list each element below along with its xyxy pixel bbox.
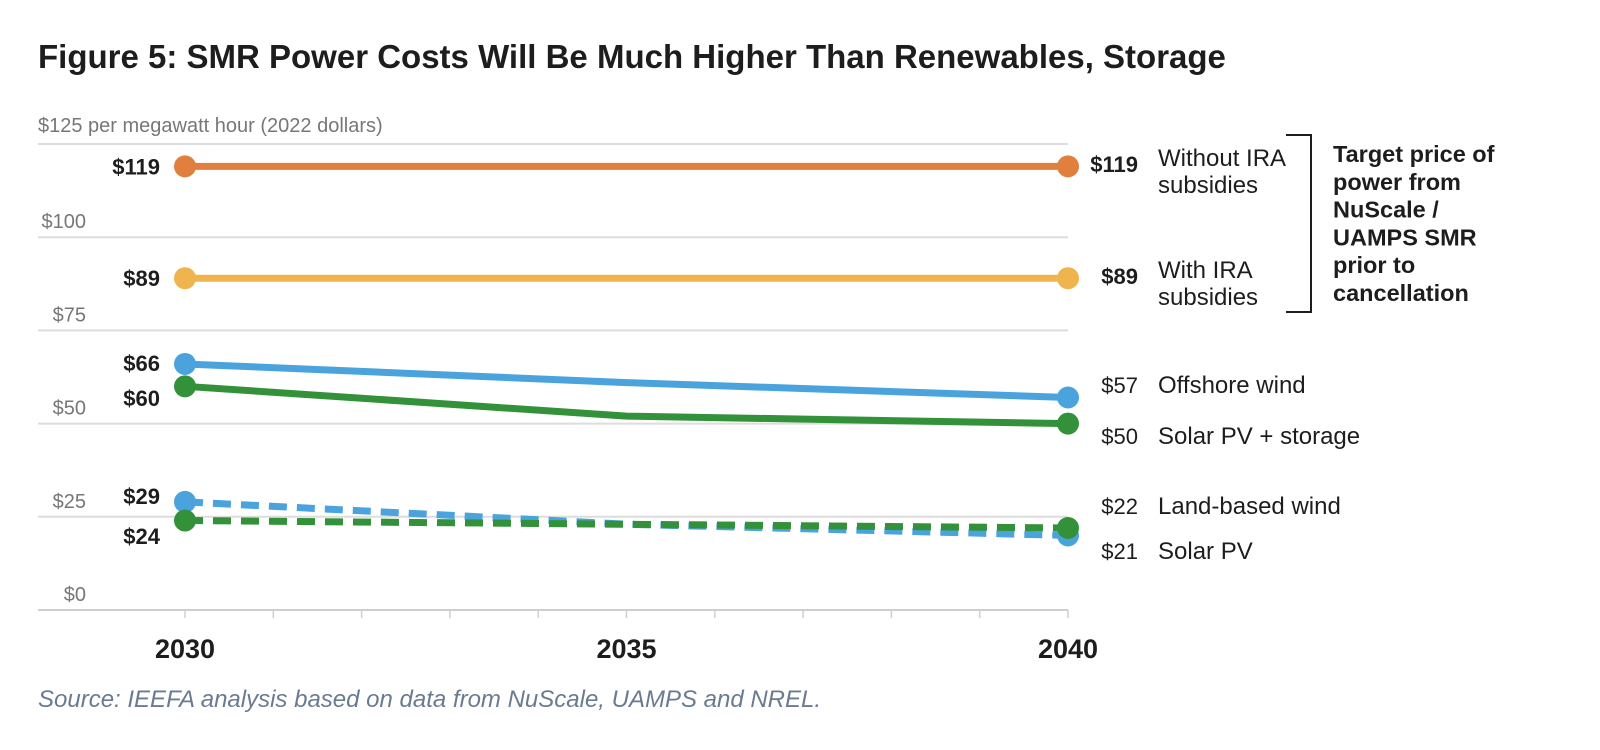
series-name-label: Land-based wind [1158, 493, 1341, 520]
annotation-text: UAMPS SMR [1333, 224, 1477, 250]
data-point [1057, 386, 1079, 409]
annotation-text: Target price of [1333, 141, 1495, 167]
data-label: $21 [1101, 539, 1138, 564]
series-name-label: Without IRA [1158, 145, 1286, 172]
data-point [174, 490, 196, 513]
data-label: $66 [123, 351, 160, 376]
data-label: $119 [1090, 152, 1138, 177]
chart-title: Figure 5: SMR Power Costs Will Be Much H… [38, 38, 1226, 75]
data-point [1057, 516, 1079, 539]
annotation-text: prior to [1333, 252, 1415, 278]
series-name-label: subsidies [1158, 284, 1258, 311]
y-tick-label: $25 [53, 491, 86, 513]
data-point [174, 155, 196, 178]
annotation-text: power from [1333, 169, 1461, 195]
data-point [174, 352, 196, 375]
series-line [184, 498, 1069, 539]
x-tick-label: 2035 [596, 634, 656, 664]
data-label: $29 [123, 484, 160, 509]
data-point [1057, 155, 1079, 178]
y-unit-label: $125 per megawatt hour (2022 dollars) [38, 115, 383, 137]
source-note: Source: IEEFA analysis based on data fro… [38, 686, 822, 713]
series-name-label: Offshore wind [1158, 372, 1306, 399]
y-axis: $125 per megawatt hour (2022 dollars) $10… [38, 115, 383, 606]
x-tick-label: 2030 [155, 634, 215, 664]
data-point [1057, 412, 1079, 435]
series-name-label: Solar PV [1158, 538, 1253, 565]
annotation-text: cancellation [1333, 280, 1469, 306]
y-tick-label: $50 [53, 398, 86, 420]
series-name-label: With IRA [1158, 257, 1253, 284]
data-label: $22 [1101, 494, 1138, 519]
series-name-label: subsidies [1158, 172, 1258, 199]
series-lines [174, 155, 1079, 547]
x-axis: 2030 2035 2040 [155, 610, 1098, 664]
data-label: $89 [123, 266, 160, 291]
data-point [174, 375, 196, 398]
data-point [174, 509, 196, 532]
y-tick-label: $75 [53, 304, 86, 326]
data-label: $24 [123, 524, 160, 549]
y-tick-label: $100 [42, 211, 87, 233]
data-label: $89 [1101, 264, 1138, 289]
series-line [184, 360, 1069, 402]
data-point [174, 267, 196, 290]
series-line [184, 517, 1069, 532]
gridlines [38, 143, 1068, 611]
data-label: $57 [1101, 373, 1138, 398]
series-name-label: Solar PV + storage [1158, 423, 1360, 450]
data-label: $50 [1101, 424, 1138, 449]
annotation-bracket [1286, 134, 1312, 313]
data-labels: $119$89$66$60$29$24$119 Without IRAsubsid… [112, 145, 1360, 565]
data-label: $60 [123, 386, 160, 411]
data-point [1057, 267, 1079, 290]
data-label: $119 [112, 154, 160, 179]
series-line [184, 382, 1069, 428]
y-tick-label: $0 [64, 584, 86, 606]
annotation-text: NuScale / [1333, 197, 1439, 223]
x-tick-label: 2040 [1038, 634, 1098, 664]
